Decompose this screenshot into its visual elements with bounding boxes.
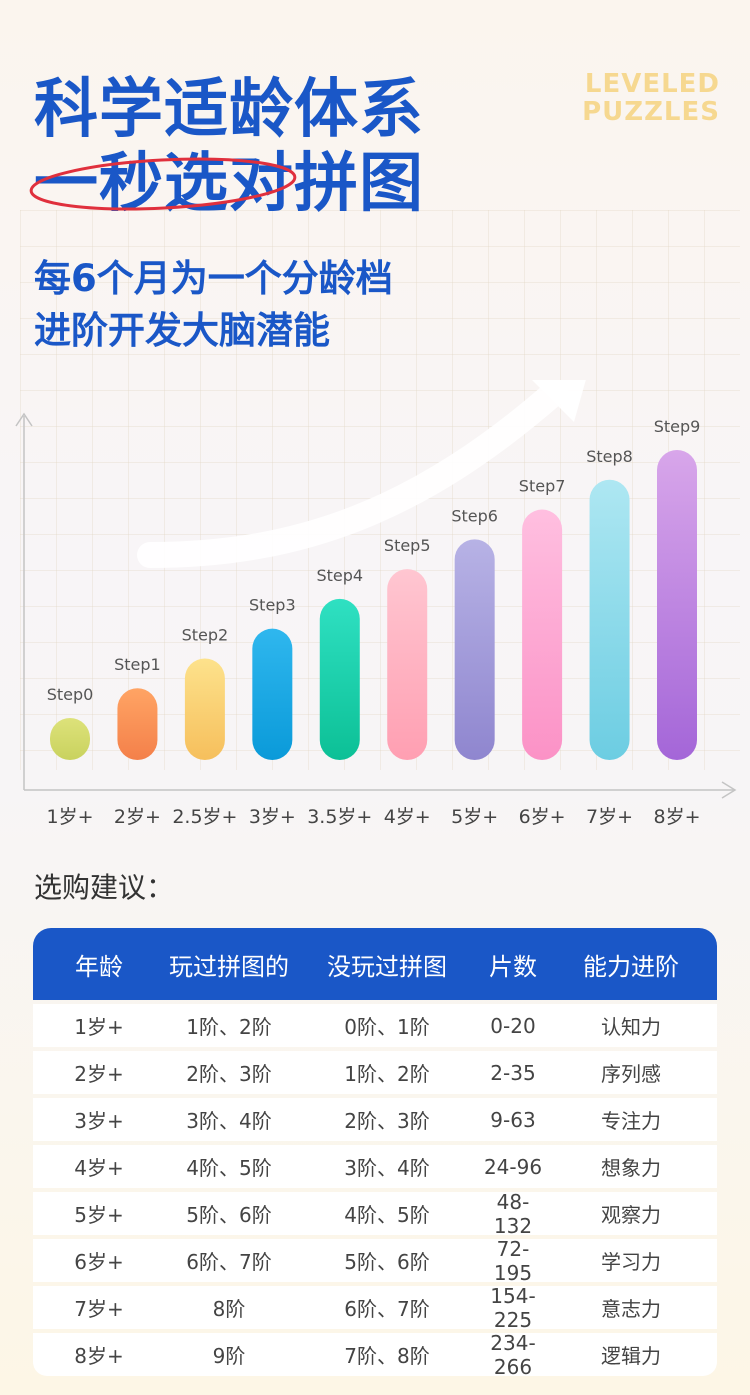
cell-ability: 意志力 [601,1297,661,1321]
bar-step2 [184,658,225,760]
header-pieces: 片数 [489,952,537,981]
x-tick-label: 2岁+ [114,806,161,828]
cell-ability: 观察力 [601,1203,661,1227]
recommend-table: 年龄 玩过拼图的 没玩过拼图 片数 能力进阶 1岁+ 1阶、2阶 0阶、1阶 0… [33,928,717,1380]
cell-pieces: 72-195 [493,1236,533,1285]
cell-age: 6岁+ [74,1250,124,1274]
table-header-row: 年龄 玩过拼图的 没玩过拼图 片数 能力进阶 [33,928,717,1000]
cell-not-played: 1阶、2阶 [344,1062,430,1086]
bar-label: Step5 [384,536,431,555]
bar-label: Step6 [451,506,498,525]
bar-step7 [522,509,563,760]
header-age: 年龄 [75,952,123,981]
table-row: 4岁+ 4阶、5阶 3阶、4阶 24-96 想象力 [33,1145,717,1188]
bar-step6 [454,539,495,760]
cell-not-played: 2阶、3阶 [344,1109,430,1133]
cell-age: 1岁+ [74,1015,124,1039]
bar-step9 [657,450,697,760]
cell-played: 8阶 [212,1297,246,1321]
x-tick-label: 1岁+ [46,806,93,828]
cell-played: 1阶、2阶 [186,1015,272,1039]
cell-pieces: 24-96 [483,1154,543,1179]
cell-not-played: 0阶、1阶 [344,1015,430,1039]
bar-label: Step7 [519,477,566,496]
bar-step3 [252,628,293,760]
bar-label: Step3 [249,596,296,615]
bar-step1 [117,688,158,760]
header-played: 玩过拼图的 [169,952,289,981]
cell-not-played: 4阶、5阶 [344,1203,430,1227]
x-tick-label: 2.5岁+ [172,806,237,828]
chart-bars: Step0 1岁+ Step1 2岁+ Step2 2.5岁+ Step3 3岁+ Step4 3… [46,417,700,828]
cell-ability: 专注力 [601,1109,661,1133]
cell-pieces: 154-225 [490,1283,536,1332]
cell-played: 2阶、3阶 [186,1062,272,1086]
table-row: 2岁+ 2阶、3阶 1阶、2阶 2-35 序列感 [33,1051,717,1094]
leveled-puzzles-badge: LEVELED PUZZLES [582,70,720,126]
page-title-line1: 科学适龄体系 [34,73,424,147]
cell-pieces: 0-20 [490,1013,536,1038]
recommend-title: 选购建议： [34,871,175,904]
cell-not-played: 5阶、6阶 [344,1250,430,1274]
bar-label: Step8 [586,447,633,466]
table-row: 8岁+ 9阶 7阶、8阶 234-266 逻辑力 [33,1330,717,1379]
x-tick-label: 3.5岁+ [307,806,372,828]
header-ability: 能力进阶 [583,952,679,981]
header-not-played: 没玩过拼图 [327,952,447,981]
age-step-chart: Step0 1岁+ Step1 2岁+ Step2 2.5岁+ Step3 3岁+ Step4 3… [15,380,737,828]
x-tick-label: 3岁+ [249,806,296,828]
table-row: 3岁+ 3阶、4阶 2阶、3阶 9-63 专注力 [33,1098,717,1141]
table-row: 5岁+ 5阶、6阶 4阶、5阶 48-132 观察力 [33,1189,717,1238]
cell-ability: 序列感 [601,1062,661,1086]
table-row: 7岁+ 8阶 6阶、7阶 154-225 意志力 [33,1283,717,1332]
cell-ability: 逻辑力 [601,1344,661,1368]
cell-age: 2岁+ [74,1062,124,1086]
trend-arrow [137,380,586,568]
chart-axes [15,412,737,799]
bar-step0 [50,718,90,760]
cell-age: 7岁+ [74,1297,124,1321]
cell-played: 3阶、4阶 [186,1109,272,1133]
hand-drawn-circle-mark [29,157,297,211]
bar-step5 [387,569,428,760]
cell-age: 8岁+ [74,1344,124,1368]
table-row: 6岁+ 6阶、7阶 5阶、6阶 72-195 学习力 [33,1236,717,1285]
x-tick-label: 6岁+ [519,806,566,828]
cell-not-played: 7阶、8阶 [344,1344,430,1368]
cell-ability: 想象力 [601,1156,661,1180]
cell-pieces: 9-63 [490,1107,536,1132]
cell-not-played: 6阶、7阶 [344,1297,430,1321]
bar-step8 [589,479,630,760]
subtitle-line1: 每6个月为一个分龄档 [34,257,393,300]
cell-pieces: 48-132 [493,1189,533,1238]
bar-label: Step9 [654,417,701,436]
bar-label: Step4 [316,566,363,585]
cell-ability: 学习力 [601,1250,661,1274]
table-row: 1岁+ 1阶、2阶 0阶、1阶 0-20 认知力 [33,1004,717,1047]
subtitle-line2: 进阶开发大脑潜能 [34,309,330,352]
bar-label: Step1 [114,655,161,674]
cell-age: 3岁+ [74,1109,124,1133]
cell-pieces: 234-266 [490,1330,536,1379]
cell-age: 5岁+ [74,1203,124,1227]
cell-age: 4岁+ [74,1156,124,1180]
x-tick-label: 4岁+ [384,806,431,828]
cell-not-played: 3阶、4阶 [344,1156,430,1180]
cell-played: 6阶、7阶 [186,1250,272,1274]
cell-played: 5阶、6阶 [186,1203,272,1227]
x-tick-label: 7岁+ [586,806,633,828]
x-tick-label: 5岁+ [451,806,498,828]
cell-ability: 认知力 [601,1015,661,1039]
badge-line1: LEVELED [584,69,720,99]
badge-line2: PUZZLES [582,97,720,127]
cell-pieces: 2-35 [490,1060,536,1085]
bar-label: Step2 [182,625,229,644]
x-tick-label: 8岁+ [653,806,700,828]
cell-played: 9阶 [212,1344,246,1368]
bar-step4 [319,598,360,760]
cell-played: 4阶、5阶 [186,1156,272,1180]
bar-label: Step0 [47,685,94,704]
table-body: 1岁+ 1阶、2阶 0阶、1阶 0-20 认知力 2岁+ 2阶、3阶 1阶、2阶… [33,1000,717,1379]
